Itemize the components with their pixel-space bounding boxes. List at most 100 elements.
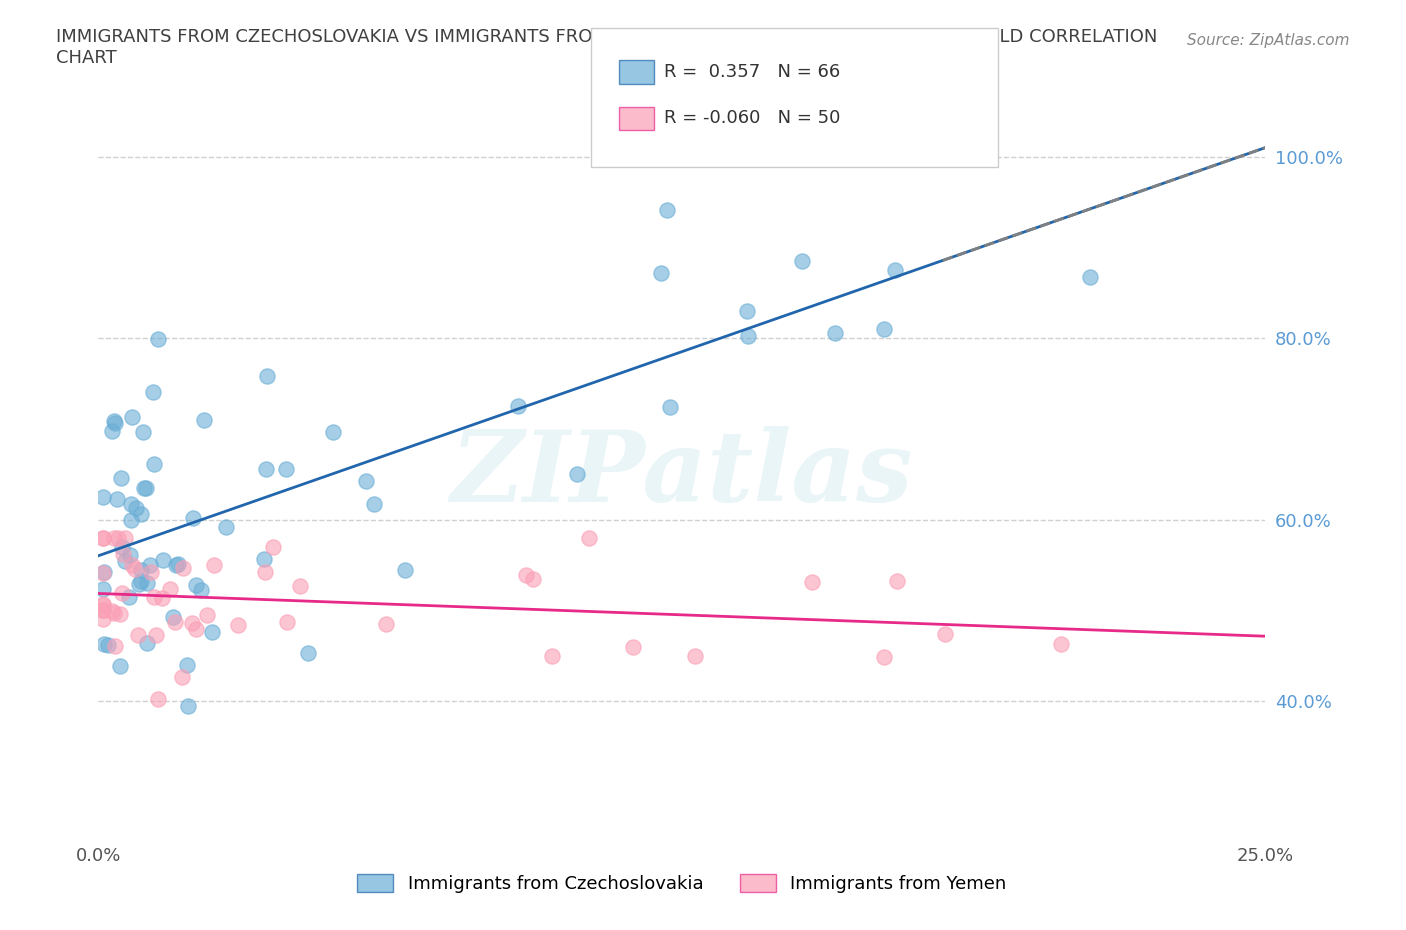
Immigrants from Czechoslovakia (114, 553, 136, 568)
Immigrants from Yemen (288, 578, 311, 593)
Immigrants from Czechoslovakia (862, 131, 884, 146)
Immigrants from Czechoslovakia (103, 413, 125, 428)
Immigrants from Yemen (103, 530, 125, 545)
Immigrants from Yemen (145, 628, 167, 643)
Immigrants from Czechoslovakia (193, 412, 215, 427)
Immigrants from Yemen (148, 691, 170, 706)
Immigrants from Yemen (540, 648, 562, 663)
Immigrants from Yemen (621, 640, 644, 655)
Immigrants from Czechoslovakia (165, 558, 187, 573)
Immigrants from Czechoslovakia (121, 410, 143, 425)
Text: IMMIGRANTS FROM CZECHOSLOVAKIA VS IMMIGRANTS FROM YEMEN 2 OR MORE VEHICLES IN HO: IMMIGRANTS FROM CZECHOSLOVAKIA VS IMMIGR… (56, 28, 1157, 67)
Immigrants from Yemen (104, 639, 127, 654)
Text: ZIPatlas: ZIPatlas (451, 426, 912, 523)
Immigrants from Yemen (800, 575, 823, 590)
Immigrants from Yemen (127, 627, 149, 642)
Immigrants from Czechoslovakia (508, 399, 530, 414)
Text: Source: ZipAtlas.com: Source: ZipAtlas.com (1187, 33, 1350, 47)
Immigrants from Yemen (172, 670, 194, 684)
Legend: Immigrants from Czechoslovakia, Immigrants from Yemen: Immigrants from Czechoslovakia, Immigran… (350, 867, 1014, 900)
Immigrants from Czechoslovakia (883, 262, 905, 277)
Immigrants from Czechoslovakia (565, 467, 588, 482)
Immigrants from Yemen (685, 648, 707, 663)
Immigrants from Czechoslovakia (91, 581, 114, 596)
Immigrants from Czechoslovakia (254, 461, 277, 476)
Immigrants from Yemen (159, 581, 181, 596)
Immigrants from Czechoslovakia (274, 462, 297, 477)
Immigrants from Czechoslovakia (136, 636, 159, 651)
Immigrants from Yemen (91, 530, 114, 545)
Immigrants from Yemen (1049, 636, 1071, 651)
Immigrants from Czechoslovakia (162, 610, 184, 625)
Immigrants from Yemen (91, 603, 114, 618)
Immigrants from Czechoslovakia (297, 645, 319, 660)
Immigrants from Yemen (197, 608, 219, 623)
Text: R = -0.060   N = 50: R = -0.060 N = 50 (664, 109, 839, 127)
Immigrants from Yemen (228, 618, 250, 632)
Immigrants from Yemen (91, 596, 114, 611)
Immigrants from Yemen (101, 604, 124, 618)
Immigrants from Czechoslovakia (104, 416, 127, 431)
Immigrants from Yemen (91, 611, 114, 626)
Immigrants from Czechoslovakia (120, 548, 142, 563)
Immigrants from Czechoslovakia (110, 658, 132, 673)
Immigrants from Yemen (111, 586, 134, 601)
Immigrants from Yemen (184, 621, 207, 636)
Immigrants from Yemen (202, 557, 225, 572)
Immigrants from Czechoslovakia (873, 322, 896, 337)
Immigrants from Yemen (578, 530, 600, 545)
Immigrants from Czechoslovakia (184, 578, 207, 592)
Immigrants from Czechoslovakia (190, 583, 212, 598)
Immigrants from Czechoslovakia (735, 304, 758, 319)
Immigrants from Czechoslovakia (363, 497, 385, 512)
Immigrants from Czechoslovakia (142, 384, 165, 399)
Immigrants from Yemen (91, 530, 114, 545)
Immigrants from Yemen (91, 565, 114, 580)
Immigrants from Yemen (103, 605, 125, 620)
Immigrants from Czechoslovakia (129, 562, 152, 577)
Immigrants from Czechoslovakia (93, 636, 115, 651)
Immigrants from Yemen (150, 591, 173, 606)
Immigrants from Czechoslovakia (93, 565, 115, 579)
Immigrants from Yemen (515, 567, 537, 582)
Immigrants from Czechoslovakia (136, 576, 159, 591)
Immigrants from Yemen (262, 539, 284, 554)
Immigrants from Czechoslovakia (143, 457, 166, 472)
Immigrants from Czechoslovakia (146, 332, 169, 347)
Immigrants from Czechoslovakia (111, 539, 134, 554)
Immigrants from Yemen (254, 565, 277, 579)
Immigrants from Czechoslovakia (790, 254, 813, 269)
Immigrants from Czechoslovakia (253, 551, 276, 566)
Immigrants from Yemen (143, 590, 166, 604)
Text: R =  0.357   N = 66: R = 0.357 N = 66 (664, 62, 839, 81)
Immigrants from Yemen (124, 561, 146, 576)
Immigrants from Yemen (108, 606, 131, 621)
Immigrants from Czechoslovakia (97, 638, 120, 653)
Immigrants from Czechoslovakia (394, 562, 416, 577)
Immigrants from Czechoslovakia (201, 625, 224, 640)
Immigrants from Yemen (172, 561, 194, 576)
Immigrants from Yemen (165, 615, 187, 630)
Immigrants from Czechoslovakia (167, 557, 190, 572)
Immigrants from Czechoslovakia (824, 326, 846, 341)
Immigrants from Czechoslovakia (176, 658, 198, 672)
Immigrants from Yemen (181, 616, 204, 631)
Immigrants from Czechoslovakia (737, 328, 759, 343)
Immigrants from Yemen (276, 615, 298, 630)
Immigrants from Czechoslovakia (152, 552, 174, 567)
Immigrants from Czechoslovakia (105, 492, 128, 507)
Immigrants from Yemen (91, 602, 114, 617)
Immigrants from Czechoslovakia (354, 473, 377, 488)
Immigrants from Czechoslovakia (131, 424, 153, 439)
Immigrants from Czechoslovakia (129, 574, 152, 589)
Immigrants from Yemen (107, 530, 129, 545)
Immigrants from Czechoslovakia (118, 590, 141, 604)
Immigrants from Czechoslovakia (132, 480, 155, 495)
Immigrants from Yemen (121, 558, 143, 573)
Immigrants from Czechoslovakia (120, 497, 142, 512)
Immigrants from Yemen (374, 617, 396, 631)
Immigrants from Yemen (112, 547, 135, 562)
Immigrants from Yemen (139, 565, 162, 579)
Immigrants from Czechoslovakia (131, 507, 153, 522)
Immigrants from Czechoslovakia (177, 699, 200, 714)
